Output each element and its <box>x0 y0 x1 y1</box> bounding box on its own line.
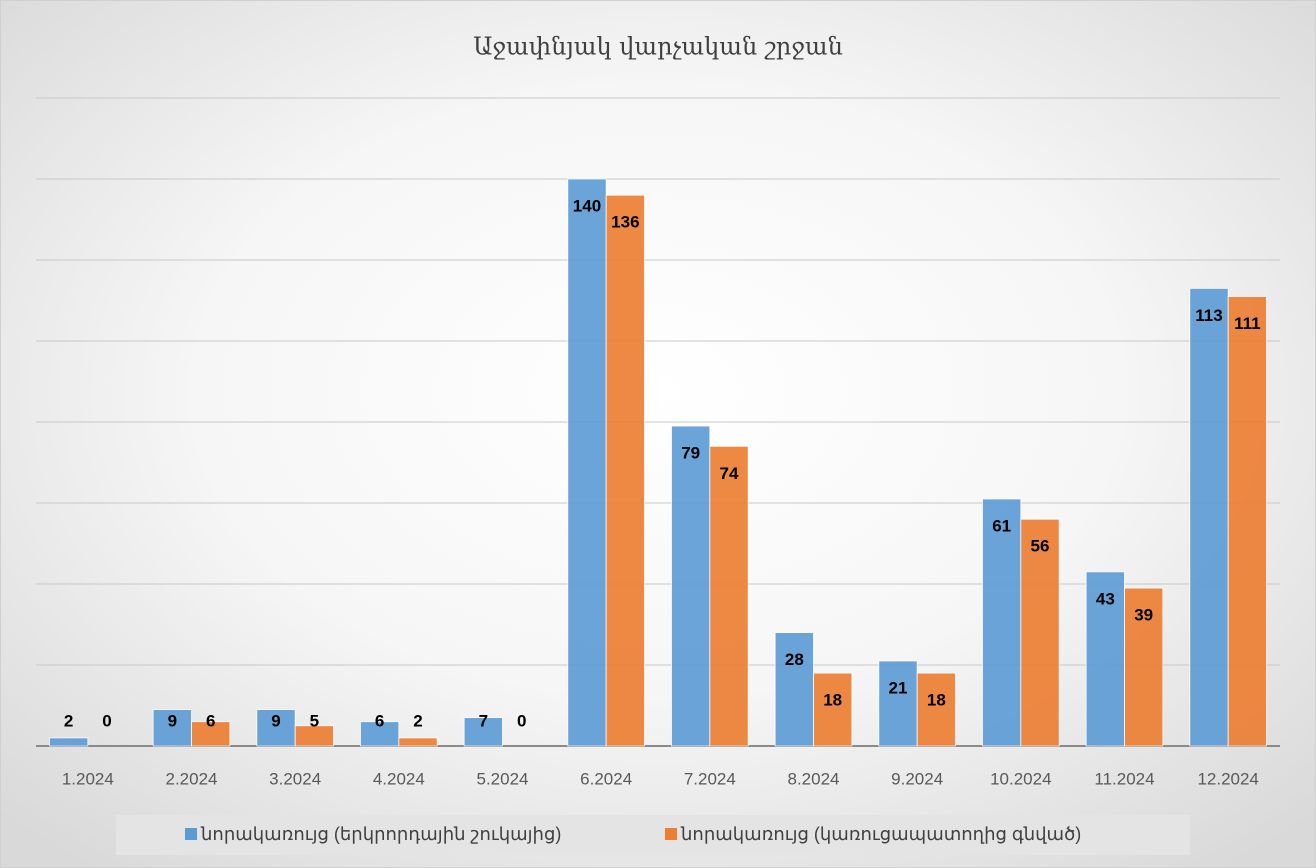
value-label: 2 <box>64 711 73 730</box>
value-label: 18 <box>927 691 946 710</box>
x-tick-label: 3.2024 <box>269 769 321 788</box>
value-label: 9 <box>168 711 177 730</box>
value-label: 2 <box>413 711 422 730</box>
bar <box>567 178 607 747</box>
bar <box>878 660 918 747</box>
bar <box>1227 296 1267 747</box>
legend-label: նորակառույց (կառուցապատողից գնված) <box>680 824 1081 844</box>
value-label: 79 <box>681 444 700 463</box>
bar <box>49 737 89 747</box>
x-tick-label: 1.2024 <box>62 769 114 788</box>
x-tick-label: 7.2024 <box>684 769 736 788</box>
value-label: 5 <box>310 711 319 730</box>
x-tick-label: 11.2024 <box>1094 769 1154 788</box>
x-tick-label: 4.2024 <box>373 769 425 788</box>
value-label: 43 <box>1096 589 1115 608</box>
value-label: 28 <box>785 650 804 669</box>
value-label: 111 <box>1234 314 1261 333</box>
value-label: 6 <box>375 711 384 730</box>
bar <box>1085 571 1125 747</box>
value-label: 140 <box>573 196 601 215</box>
value-label: 0 <box>517 711 526 730</box>
bar <box>294 725 334 747</box>
legend-label: նորակառույց (երկրորդային շուկայից) <box>200 824 561 844</box>
bar <box>605 194 645 747</box>
bar <box>916 672 956 747</box>
value-label: 39 <box>1134 606 1153 625</box>
bar <box>1189 287 1229 747</box>
bar <box>152 709 192 747</box>
legend-swatch <box>665 828 677 840</box>
x-tick-label: 5.2024 <box>477 769 529 788</box>
bar <box>256 709 296 747</box>
x-tick-label: 2.2024 <box>166 769 218 788</box>
value-label: 136 <box>611 213 639 232</box>
legend <box>116 815 1190 855</box>
x-tick-label: 12.2024 <box>1197 769 1258 788</box>
bar <box>774 632 814 747</box>
bar <box>1124 587 1164 747</box>
bar <box>360 721 400 747</box>
value-label: 21 <box>889 678 908 697</box>
value-label: 56 <box>1031 537 1050 556</box>
bar <box>1020 518 1060 747</box>
value-label: 61 <box>992 516 1011 535</box>
legend-swatch <box>185 828 197 840</box>
x-tick-label: 8.2024 <box>788 769 840 788</box>
x-tick-label: 6.2024 <box>580 769 632 788</box>
bar <box>709 445 749 747</box>
value-label: 18 <box>823 691 842 710</box>
bar <box>463 717 503 747</box>
bar <box>398 737 438 747</box>
value-label: 0 <box>102 711 111 730</box>
x-tick-label: 10.2024 <box>990 769 1051 788</box>
value-label: 113 <box>1195 306 1222 325</box>
x-tick-label: 9.2024 <box>891 769 943 788</box>
chart-title: Աջափնյակ վարչական շրջան <box>473 33 843 61</box>
value-label: 7 <box>479 711 488 730</box>
bar <box>813 672 853 747</box>
value-label: 9 <box>271 711 280 730</box>
bar <box>191 721 231 747</box>
bar <box>671 425 711 747</box>
value-label: 6 <box>206 711 215 730</box>
value-label: 74 <box>720 464 739 483</box>
bar <box>982 498 1022 747</box>
